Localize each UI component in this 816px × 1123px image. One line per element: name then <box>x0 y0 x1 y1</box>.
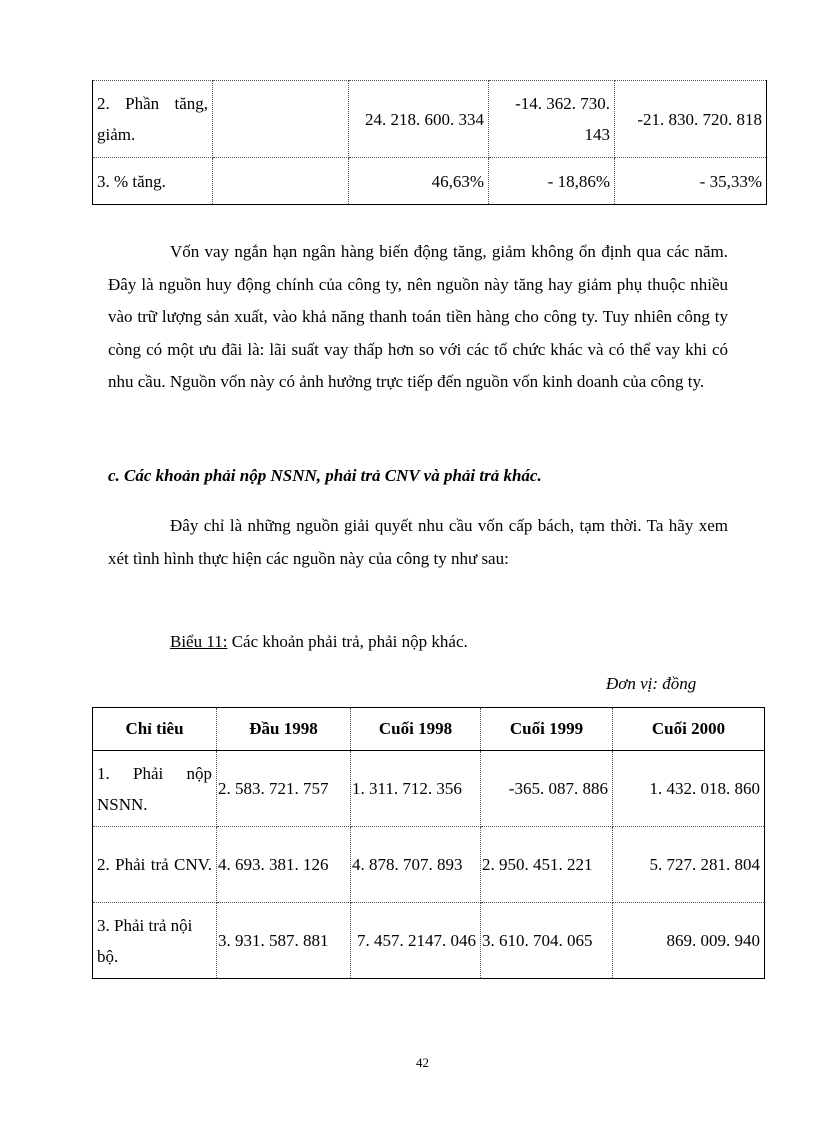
table-bieu-11: Chỉ tiêu Đầu 1998 Cuối 1998 Cuối 1999 Cu… <box>92 707 765 979</box>
cell: 2. 950. 451. 221 <box>480 826 613 903</box>
caption-text: Các khoản phải trả, phải nộp khác. <box>227 632 468 651</box>
column-header: Cuối 1998 <box>350 707 481 751</box>
row-label: 1. Phải nộp NSNN. <box>92 750 217 827</box>
page-number: 42 <box>416 1055 429 1070</box>
table-row: 2. Phải trả CNV. 4. 693. 381. 126 4. 878… <box>92 826 765 903</box>
cell: -365. 087. 886 <box>480 750 613 827</box>
cell: 7. 457. 2147. 046 <box>350 902 481 979</box>
cell: 1. 311. 712. 356 <box>350 750 481 827</box>
paragraph: Vốn vay ngắn hạn ngân hàng biến động tăn… <box>108 242 728 391</box>
row-label: 3. Phải trả nội bộ. <box>92 902 217 979</box>
cell: 3. 931. 587. 881 <box>216 902 351 979</box>
column-header: Cuối 1999 <box>480 707 613 751</box>
caption-label: Biểu 11: <box>170 632 228 651</box>
cell: 46,63% <box>348 157 489 205</box>
table-row: 3. Phải trả nội bộ. 3. 931. 587. 881 7. … <box>92 902 765 979</box>
cell: -21. 830. 720. 818 <box>614 80 767 158</box>
column-header: Chỉ tiêu <box>92 707 217 751</box>
paragraph: Đây chỉ là những nguồn giải quyết nhu cầ… <box>108 516 728 568</box>
column-header: Cuối 2000 <box>612 707 765 751</box>
row-label: 2. Phần tăng, giảm. <box>92 80 213 158</box>
cell: - 18,86% <box>488 157 615 205</box>
table-row: 1. Phải nộp NSNN. 2. 583. 721. 757 1. 31… <box>92 750 765 827</box>
cell: 4. 878. 707. 893 <box>350 826 481 903</box>
table-row: 3. % tăng. 46,63% - 18,86% - 35,33% <box>92 157 767 205</box>
unit-label: Đơn vị: đồng <box>606 674 697 693</box>
row-label: 3. % tăng. <box>92 157 213 205</box>
table-row: 2. Phần tăng, giảm. 24. 218. 600. 334 -1… <box>92 80 767 158</box>
row-label: 2. Phải trả CNV. <box>92 826 217 903</box>
cell: -14. 362. 730. 143 <box>488 80 615 158</box>
cell: 2. 583. 721. 757 <box>216 750 351 827</box>
section-heading: c. Các khoản phải nộp NSNN, phải trả CNV… <box>108 466 542 485</box>
cell <box>212 157 349 205</box>
cell <box>212 80 349 158</box>
cell: 24. 218. 600. 334 <box>348 80 489 158</box>
cell: 4. 693. 381. 126 <box>216 826 351 903</box>
column-header: Đầu 1998 <box>216 707 351 751</box>
cell: 869. 009. 940 <box>612 902 765 979</box>
cell: 1. 432. 018. 860 <box>612 750 765 827</box>
table-header-row: Chỉ tiêu Đầu 1998 Cuối 1998 Cuối 1999 Cu… <box>92 707 765 751</box>
cell: 5. 727. 281. 804 <box>612 826 765 903</box>
cell: - 35,33% <box>614 157 767 205</box>
table-continued: 2. Phần tăng, giảm. 24. 218. 600. 334 -1… <box>92 80 767 205</box>
cell: 3. 610. 704. 065 <box>480 902 613 979</box>
table-caption: Biểu 11: Các khoản phải trả, phải nộp kh… <box>170 632 468 652</box>
